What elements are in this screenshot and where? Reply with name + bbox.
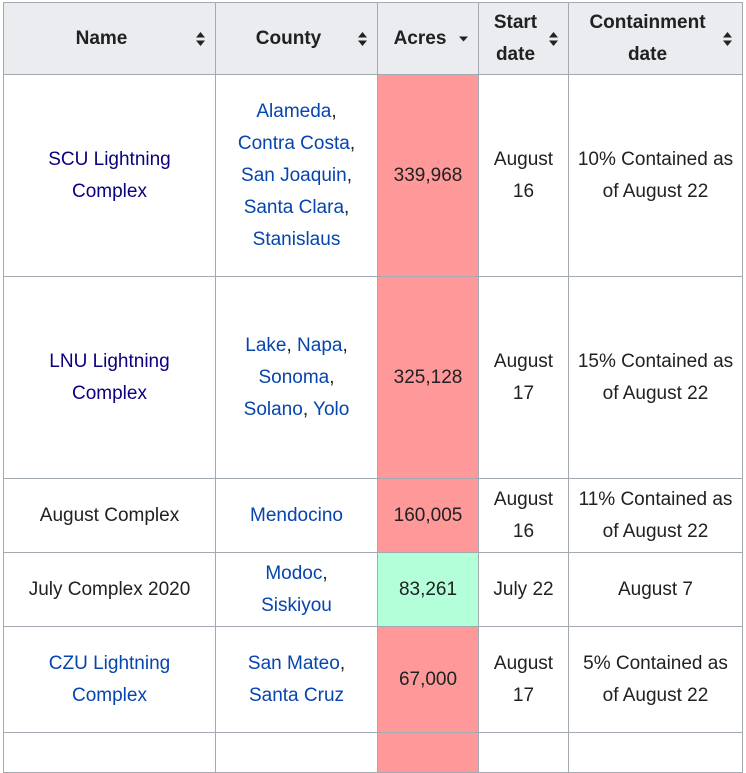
county-link[interactable]: Napa [297, 334, 343, 356]
county-link[interactable]: Santa Cruz [248, 684, 345, 706]
acres-cell: 339,968 [377, 74, 479, 277]
column-header-name[interactable]: Name [3, 2, 216, 75]
sort-both-icon[interactable] [723, 31, 732, 46]
containment-cell: 11% Contained as of August 22 [568, 478, 743, 553]
start-date-cell: August 16 [478, 74, 569, 277]
fire-name-cell: CZU Lightning Complex [3, 626, 216, 733]
sort-both-icon[interactable] [196, 31, 205, 46]
fire-name-link[interactable]: CZU Lightning Complex [48, 652, 171, 706]
column-header-label: Start date [493, 11, 538, 65]
table-body: SCU Lightning Complex Alameda, Contra Co… [3, 74, 743, 773]
county-link[interactable]: Lake [245, 334, 287, 356]
table-row [3, 732, 743, 773]
county-link[interactable]: San Mateo [247, 652, 340, 674]
acres-cell: 325,128 [377, 276, 479, 479]
column-header-containment-date[interactable]: Containment date [568, 2, 743, 75]
county-link[interactable]: San Joaquin [241, 164, 347, 186]
county-link[interactable]: Solano [243, 398, 303, 420]
column-header-label: Acres [393, 27, 447, 49]
start-date-cell [478, 732, 569, 773]
county-link[interactable]: Santa Clara [243, 196, 345, 218]
containment-cell: 15% Contained as of August 22 [568, 276, 743, 479]
sort-desc-icon[interactable] [459, 32, 468, 46]
county-link[interactable]: Sonoma [258, 366, 330, 388]
county-link[interactable]: Contra Costa [237, 132, 350, 154]
table-row: August Complex Mendocino 160,005 August … [3, 478, 743, 553]
table-row: SCU Lightning Complex Alameda, Contra Co… [3, 74, 743, 277]
county-cell: Alameda, Contra Costa, San Joaquin, Sant… [215, 74, 378, 277]
column-header-acres[interactable]: Acres [377, 2, 479, 75]
acres-cell: 83,261 [377, 552, 479, 627]
table-header: Name County Acres Start date [3, 2, 743, 75]
fire-name-cell: LNU Lightning Complex [3, 276, 216, 479]
county-cell [215, 732, 378, 773]
county-cell: Modoc, Siskiyou [215, 552, 378, 627]
acres-cell [377, 732, 479, 773]
fire-name-cell: August Complex [3, 478, 216, 553]
table-row: LNU Lightning Complex Lake, Napa, Sonoma… [3, 276, 743, 479]
column-header-label: Containment date [589, 11, 706, 65]
containment-cell: August 7 [568, 552, 743, 627]
column-header-label: County [255, 27, 322, 49]
fire-name-link[interactable]: SCU Lightning Complex [48, 148, 171, 202]
containment-cell: 10% Contained as of August 22 [568, 74, 743, 277]
county-cell: San Mateo, Santa Cruz [215, 626, 378, 733]
header-row: Name County Acres Start date [3, 2, 743, 75]
start-date-cell: July 22 [478, 552, 569, 627]
county-link[interactable]: Stanislaus [252, 228, 341, 250]
fire-name-link[interactable]: LNU Lightning Complex [49, 350, 170, 404]
table-row: July Complex 2020 Modoc, Siskiyou 83,261… [3, 552, 743, 627]
table-row: CZU Lightning Complex San Mateo, Santa C… [3, 626, 743, 733]
start-date-cell: August 16 [478, 478, 569, 553]
acres-cell: 67,000 [377, 626, 479, 733]
column-header-label: Name [75, 27, 128, 49]
sort-both-icon[interactable] [358, 31, 367, 46]
county-link[interactable]: Siskiyou [261, 594, 332, 616]
county-link[interactable]: Alameda [256, 100, 332, 122]
start-date-cell: August 17 [478, 626, 569, 733]
fire-name-cell [3, 732, 216, 773]
acres-cell: 160,005 [377, 478, 479, 553]
county-cell: Mendocino [215, 478, 378, 553]
county-link[interactable]: Modoc [265, 562, 323, 584]
column-header-start-date[interactable]: Start date [478, 2, 569, 75]
county-cell: Lake, Napa, Sonoma, Solano, Yolo [215, 276, 378, 479]
start-date-cell: August 17 [478, 276, 569, 479]
containment-cell: 5% Contained as of August 22 [568, 626, 743, 733]
county-link[interactable]: Mendocino [250, 504, 343, 526]
wildfires-table: Name County Acres Start date [3, 2, 743, 773]
fire-name-cell: July Complex 2020 [3, 552, 216, 627]
column-header-county[interactable]: County [215, 2, 378, 75]
containment-cell [568, 732, 743, 773]
fire-name-cell: SCU Lightning Complex [3, 74, 216, 277]
county-link[interactable]: Yolo [313, 398, 350, 420]
sort-both-icon[interactable] [549, 31, 558, 46]
